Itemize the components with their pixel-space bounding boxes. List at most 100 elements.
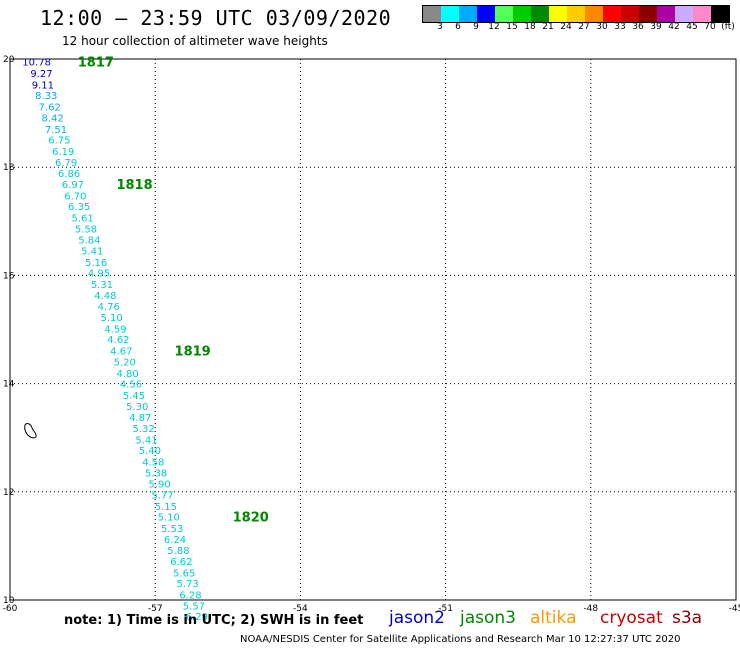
- x-tick-label: -51: [438, 604, 453, 614]
- pass-time-label: 1819: [175, 345, 211, 360]
- wave-height-value: 5.73: [176, 579, 198, 590]
- wave-height-value: 7.51: [45, 125, 67, 136]
- wave-height-value: 5.10: [158, 513, 180, 524]
- wave-height-value: 8.42: [41, 113, 63, 124]
- x-tick-label: -48: [583, 604, 598, 614]
- wave-height-value: 5.77: [151, 491, 173, 502]
- legend-swatch: [477, 6, 495, 22]
- wave-height-value: 5.53: [161, 524, 183, 535]
- wave-height-value: 6.97: [62, 180, 84, 191]
- legend-label: 27: [578, 22, 590, 32]
- wave-height-value: 4.48: [94, 291, 116, 302]
- wave-height-value: 5.84: [78, 236, 100, 247]
- wave-height-value: 10.78: [22, 58, 51, 69]
- wave-height-value: 9.27: [30, 69, 52, 80]
- y-tick-label: 20: [3, 55, 15, 65]
- wave-height-value: 5.16: [85, 258, 107, 269]
- wave-height-value: 5.57: [183, 601, 205, 612]
- legend-swatch: [441, 6, 459, 22]
- wave-height-value: 8.33: [35, 91, 57, 102]
- y-tick-label: 10: [3, 596, 15, 606]
- legend-label: 36: [632, 22, 644, 32]
- wave-height-value: 6.29: [186, 612, 208, 623]
- legend-swatch: [567, 6, 585, 22]
- legend-swatch: [549, 6, 567, 22]
- wave-height-value: 5.90: [148, 480, 170, 491]
- legend-label: 15: [506, 22, 518, 32]
- legend-swatch: [711, 6, 729, 22]
- wave-height-value: 6.24: [164, 535, 186, 546]
- legend-swatch: [603, 6, 621, 22]
- map-title: 12:00 — 23:59 UTC 03/09/2020: [40, 6, 392, 30]
- wave-height-value: 6.86: [58, 169, 80, 180]
- legend-label: 12: [488, 22, 500, 32]
- wave-height-value: 5.65: [173, 568, 195, 579]
- color-legend: [422, 5, 730, 23]
- legend-label: 70: [704, 22, 716, 32]
- wave-height-value: 4.76: [98, 302, 120, 313]
- legend-swatch: [693, 6, 711, 22]
- wave-height-value: 6.62: [170, 557, 192, 568]
- legend-label: 45: [686, 22, 698, 32]
- x-tick-label: -60: [3, 604, 18, 614]
- y-tick-label: 14: [3, 380, 15, 390]
- wave-height-value: 5.58: [75, 224, 97, 235]
- wave-height-value: 5.38: [145, 468, 167, 479]
- pass-time-label: 1818: [116, 178, 152, 193]
- legend-label: 42: [668, 22, 680, 32]
- legend-label: 9: [473, 22, 479, 32]
- x-tick-label: -54: [293, 604, 308, 614]
- wave-height-value: 5.32: [132, 424, 154, 435]
- wave-height-value: 4.80: [116, 369, 138, 380]
- x-tick-label: -45: [729, 604, 740, 614]
- legend-swatch: [513, 6, 531, 22]
- plot-frame: [9, 58, 737, 601]
- wave-height-value: 5.45: [123, 391, 145, 402]
- wave-height-value: 5.31: [91, 280, 113, 291]
- legend-swatch: [495, 6, 513, 22]
- wave-height-value: 6.79: [55, 158, 77, 169]
- wave-height-value: 6.70: [64, 191, 86, 202]
- legend-swatch: [657, 6, 675, 22]
- wave-height-value: 5.20: [114, 357, 136, 368]
- wave-height-value: 6.35: [68, 202, 90, 213]
- wave-height-value: 4.95: [88, 269, 110, 280]
- legend-label: 39: [650, 22, 662, 32]
- wave-height-value: 4.56: [120, 380, 142, 391]
- legend-label: 6: [455, 22, 461, 32]
- satellite-name: cryosat: [600, 608, 663, 628]
- satellite-name: s3a: [672, 608, 703, 628]
- wave-height-value: 5.30: [126, 402, 148, 413]
- wave-height-value: 9.11: [32, 80, 54, 91]
- wave-height-value: 5.10: [101, 313, 123, 324]
- wave-height-value: 5.61: [71, 214, 93, 225]
- satellite-name: altika: [530, 608, 577, 628]
- wave-height-value: 4.87: [129, 413, 151, 424]
- wave-height-value: 5.15: [155, 502, 177, 513]
- legend-swatch: [639, 6, 657, 22]
- wave-height-value: 6.28: [179, 591, 201, 602]
- wave-height-value: 4.62: [107, 335, 129, 346]
- wave-height-value: 6.19: [52, 147, 74, 158]
- y-tick-label: 16: [3, 271, 15, 281]
- legend-label: (ft): [721, 22, 735, 32]
- legend-swatch: [675, 6, 693, 22]
- map-subtitle: 12 hour collection of altimeter wave hei…: [62, 34, 328, 48]
- legend-swatch: [459, 6, 477, 22]
- y-tick-label: 18: [3, 163, 15, 173]
- wave-height-value: 5.41: [135, 435, 157, 446]
- wave-height-value: 4.59: [104, 324, 126, 335]
- island-outline: [24, 423, 37, 439]
- wave-height-value: 7.62: [39, 103, 61, 114]
- satellite-name: jason2: [389, 608, 445, 628]
- wave-height-value: 6.75: [48, 136, 70, 147]
- legend-swatch: [585, 6, 603, 22]
- legend-label: 21: [542, 22, 554, 32]
- legend-label: 30: [596, 22, 608, 32]
- legend-label: 3: [437, 22, 443, 32]
- footer-note: note: 1) Time is in UTC; 2) SWH is in fe…: [64, 613, 364, 628]
- satellite-name: jason3: [460, 608, 516, 628]
- pass-time-label: 1817: [78, 56, 114, 71]
- pass-time-label: 1820: [233, 511, 269, 526]
